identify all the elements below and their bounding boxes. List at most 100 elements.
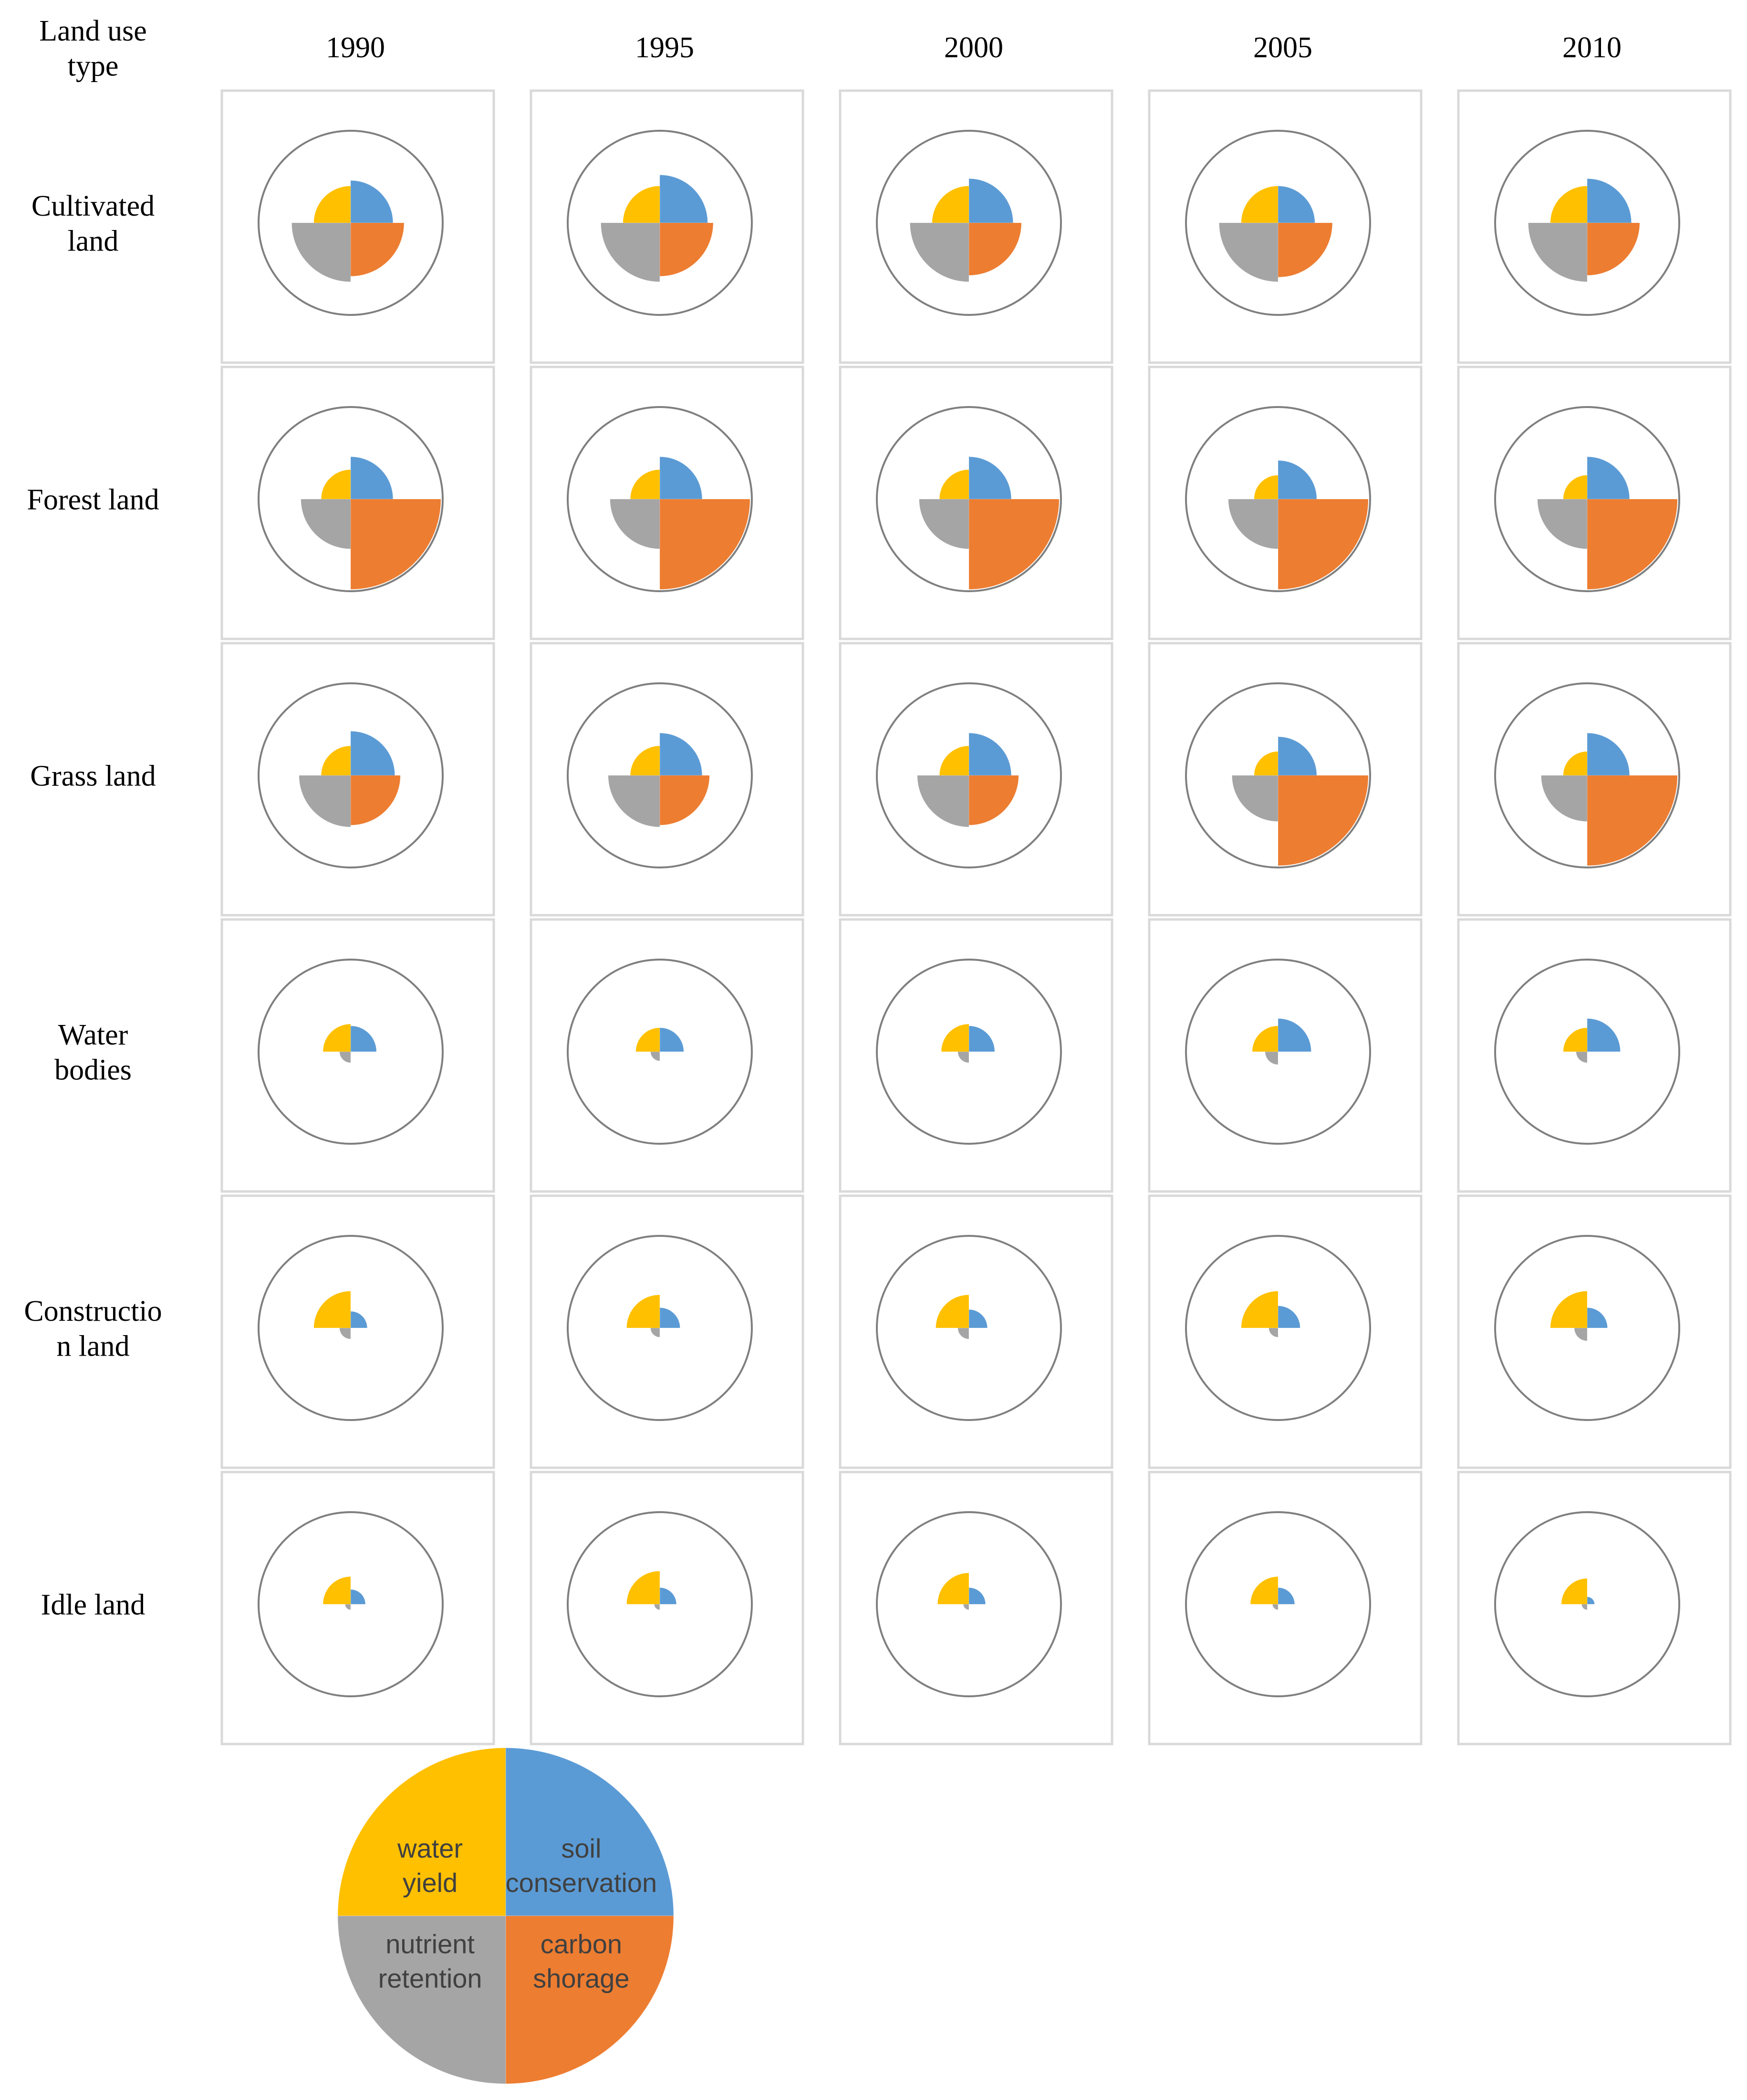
cell-cultivated-land-1995 (530, 89, 804, 364)
cell-constructio-n-land-2010 (1457, 1194, 1732, 1469)
wedge-soil-conservation (659, 175, 708, 223)
wedge-soil-conservation (659, 1307, 680, 1328)
wedge-carbon-shorage (968, 775, 1019, 825)
wedge-water-yield (313, 1291, 351, 1328)
cell-idle-land-2000 (839, 1471, 1113, 1745)
wedge-water-yield (623, 186, 660, 223)
outer-circle (567, 959, 753, 1145)
wedge-nutrient-retention (1269, 1327, 1279, 1337)
cell-grass-land-1995 (530, 642, 804, 917)
cell-cultivated-land-2005 (1148, 89, 1423, 364)
wedge-soil-conservation (1587, 732, 1630, 776)
legend-wedge-soil-conservation (505, 1747, 674, 1916)
cell-frame (839, 918, 1113, 1193)
outer-circle (1185, 1511, 1371, 1697)
wedge-water-yield (322, 1024, 351, 1052)
wedge-water-yield (1563, 1027, 1588, 1052)
wedge-water-yield (1241, 186, 1279, 223)
wedge-soil-conservation (659, 1027, 684, 1052)
outer-circle (876, 1511, 1062, 1697)
outer-circle (1185, 1235, 1371, 1421)
wedge-water-yield (939, 469, 969, 500)
wedge-carbon-shorage (1278, 222, 1333, 278)
cell-frame (530, 1471, 804, 1745)
cell-cultivated-land-2010 (1457, 89, 1732, 364)
year-header-1990: 1990 (326, 31, 385, 64)
cell-idle-land-1995 (530, 1471, 804, 1745)
row-label-water-bodies: Water bodies (54, 1019, 132, 1086)
legend-wedge-water-yield (337, 1747, 506, 1916)
wedge-nutrient-retention (957, 1327, 969, 1339)
wedge-water-yield (630, 745, 660, 776)
wedge-nutrient-retention (345, 1604, 351, 1610)
wedge-carbon-shorage (350, 222, 405, 277)
wedge-carbon-shorage (1587, 499, 1678, 590)
cell-water-bodies-1995 (530, 918, 804, 1193)
wedge-nutrient-retention (1541, 775, 1588, 822)
wedge-soil-conservation (1278, 186, 1315, 223)
cell-constructio-n-land-1995 (530, 1194, 804, 1469)
wedge-nutrient-retention (1232, 775, 1279, 822)
wedge-water-yield (1250, 1576, 1279, 1605)
legend: soil conservation carbon shorage nutrient ret… (337, 1747, 674, 2084)
wedge-nutrient-retention (339, 1327, 351, 1339)
wedge-carbon-shorage (350, 499, 441, 590)
cell-grass-land-2000 (839, 642, 1113, 917)
wedge-soil-conservation (1278, 736, 1317, 776)
wedge-water-yield (321, 469, 351, 500)
wedge-water-yield (313, 186, 351, 223)
cell-constructio-n-land-2005 (1148, 1194, 1423, 1469)
wedge-soil-conservation (968, 178, 1013, 223)
wedge-carbon-shorage (350, 775, 401, 825)
wedge-soil-conservation (350, 1311, 368, 1328)
outer-circle (258, 130, 444, 316)
cell-idle-land-2010 (1457, 1471, 1732, 1745)
wedge-nutrient-retention (339, 1051, 351, 1063)
wedge-carbon-shorage (659, 222, 714, 277)
wedge-soil-conservation (1587, 1018, 1621, 1052)
wedge-nutrient-retention (654, 1604, 660, 1610)
wedge-water-yield (1254, 751, 1279, 776)
outer-circle (258, 682, 444, 868)
wedge-soil-conservation (968, 1025, 995, 1052)
wedge-water-yield (939, 745, 969, 776)
outer-circle (1494, 1511, 1680, 1697)
wedge-soil-conservation (1587, 456, 1630, 500)
cell-forest-land-1990 (220, 366, 495, 640)
wedge-water-yield (626, 1295, 660, 1328)
outer-circle (567, 682, 753, 868)
cell-water-bodies-2005 (1148, 918, 1423, 1193)
outer-circle (1185, 130, 1371, 316)
wedge-nutrient-retention (601, 222, 660, 282)
outer-circle (567, 406, 753, 592)
wedge-soil-conservation (350, 180, 394, 223)
outer-circle (258, 959, 444, 1145)
cell-idle-land-2005 (1148, 1471, 1423, 1745)
legend-label-water-yield: water yield (397, 1833, 463, 1898)
cell-frame (220, 1194, 495, 1469)
cell-frame (839, 1194, 1113, 1469)
year-header-1995: 1995 (635, 31, 694, 64)
wedge-nutrient-retention (1219, 222, 1279, 282)
year-header-2010: 2010 (1562, 31, 1622, 64)
cell-forest-land-2000 (839, 366, 1113, 640)
row-label-forest-land: Forest land (27, 484, 159, 516)
wedge-soil-conservation (350, 1025, 377, 1052)
wedge-nutrient-retention (291, 222, 351, 282)
cell-frame (1457, 1194, 1732, 1469)
wedge-water-yield (321, 745, 351, 776)
wedge-soil-conservation (1278, 460, 1317, 500)
wedge-water-yield (1550, 1291, 1588, 1328)
outer-circle (1185, 682, 1371, 868)
row-label-constructio-n-land: Constructio n land (24, 1295, 162, 1362)
cell-forest-land-1995 (530, 366, 804, 640)
outer-circle (876, 130, 1062, 316)
wedge-nutrient-retention (650, 1327, 660, 1337)
wedge-soil-conservation (968, 1587, 986, 1605)
wedge-carbon-shorage (1278, 775, 1369, 866)
wedge-soil-conservation (968, 732, 1012, 776)
wedge-soil-conservation (659, 456, 703, 500)
wedge-nutrient-retention (1574, 1327, 1588, 1341)
wedge-water-yield (1563, 751, 1588, 776)
